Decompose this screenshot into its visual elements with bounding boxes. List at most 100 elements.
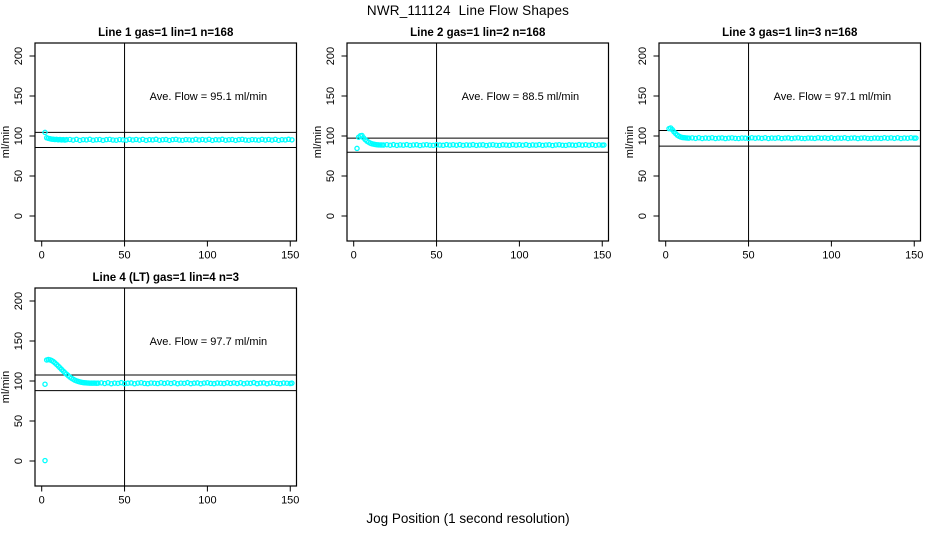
data-point: [173, 136, 179, 143]
data-point: [168, 380, 174, 387]
data-point: [420, 142, 427, 148]
data-point: [845, 135, 851, 142]
data-point: [90, 137, 96, 143]
data-point: [453, 142, 460, 148]
data-point: [93, 137, 100, 143]
y-tick-label: 150: [325, 87, 337, 105]
x-tick-label: 50: [430, 250, 442, 262]
data-point: [143, 137, 149, 144]
data-point: [861, 135, 868, 141]
data-point: [709, 135, 715, 141]
data-point: [788, 135, 795, 142]
data-point: [486, 142, 493, 148]
data-point: [427, 142, 433, 148]
data-point: [868, 135, 874, 142]
data-point: [181, 380, 187, 387]
x-tick-label: 50: [118, 495, 130, 507]
data-point: [539, 142, 546, 149]
data-point: [689, 135, 695, 141]
data-point: [506, 142, 513, 149]
data-point: [755, 135, 762, 141]
y-axis: 0 50 100 150 200 ml/min: [0, 47, 35, 219]
data-point: [183, 136, 189, 143]
panel-plot-svg: 0 50 100 150 0 50 100 150 200 ml/min Line 4 (LT) g…: [0, 272, 299, 507]
data-point: [201, 380, 207, 386]
data-point: [264, 380, 270, 387]
data-point: [433, 142, 440, 148]
x-tick-label: 0: [39, 250, 45, 262]
data-point: [285, 136, 292, 143]
plot-box: [346, 42, 610, 242]
data-point: [510, 141, 516, 148]
data-point: [855, 135, 861, 142]
data-point: [254, 380, 260, 387]
data-point: [148, 380, 154, 386]
data-point: [101, 380, 108, 387]
data-point: [42, 129, 48, 136]
data-point: [529, 142, 536, 148]
x-tick-label: 150: [593, 250, 611, 262]
data-point: [785, 135, 792, 141]
data-points: [354, 132, 607, 152]
data-points: [666, 125, 919, 142]
data-point: [407, 142, 413, 149]
data-point: [256, 137, 262, 143]
y-tick-label: 50: [325, 170, 337, 182]
data-point: [901, 135, 908, 141]
y-tick-label: 100: [13, 372, 25, 390]
data-point: [207, 380, 214, 387]
data-point: [712, 135, 719, 142]
data-point: [274, 380, 280, 387]
data-point: [241, 380, 247, 387]
data-point: [566, 142, 572, 148]
data-point: [735, 135, 742, 142]
data-point: [116, 136, 123, 143]
data-point: [380, 142, 387, 148]
data-point: [513, 142, 519, 148]
data-point: [123, 137, 129, 143]
data-point: [146, 136, 153, 143]
data-point: [500, 142, 506, 148]
data-point: [858, 135, 864, 141]
data-point: [759, 135, 765, 142]
data-point: [133, 136, 139, 143]
y-tick-label: 200: [13, 292, 25, 310]
x-tick-label: 100: [198, 495, 216, 507]
data-point: [904, 135, 911, 141]
data-point: [828, 135, 835, 141]
data-point: [762, 135, 768, 141]
y-axis-title: ml/min: [0, 126, 12, 158]
data-point: [189, 137, 196, 143]
data-point: [586, 142, 592, 148]
data-point: [572, 142, 579, 149]
data-point: [865, 135, 871, 142]
x-tick-label: 150: [281, 250, 299, 262]
data-point: [576, 141, 582, 148]
data-point: [556, 141, 562, 148]
data-point: [232, 137, 239, 144]
data-point: [692, 135, 699, 142]
data-point: [244, 380, 250, 386]
data-point: [410, 142, 417, 148]
reference-lines: [35, 288, 297, 486]
y-tick-label: 200: [637, 47, 649, 65]
data-point: [257, 380, 264, 386]
data-point: [913, 135, 919, 141]
data-point: [851, 135, 858, 141]
panel-line-3: 0 50 100 150 0 50 100 150 200 ml/min Line 3 gas=1 …: [624, 20, 936, 265]
ave-flow-annotation: Ave. Flow = 95.1 ml/min: [150, 91, 267, 103]
data-point: [138, 380, 144, 386]
data-point: [582, 141, 589, 148]
ave-flow-annotation: Ave. Flow = 88.5 ml/min: [462, 91, 579, 103]
data-point: [536, 141, 543, 148]
x-tick-label: 100: [510, 250, 528, 262]
data-point: [216, 137, 222, 143]
data-point: [417, 142, 423, 149]
data-point: [546, 142, 552, 148]
data-point: [802, 135, 808, 142]
data-point: [466, 142, 473, 148]
data-point: [247, 380, 254, 387]
data-point: [115, 380, 121, 387]
data-point: [589, 141, 596, 148]
